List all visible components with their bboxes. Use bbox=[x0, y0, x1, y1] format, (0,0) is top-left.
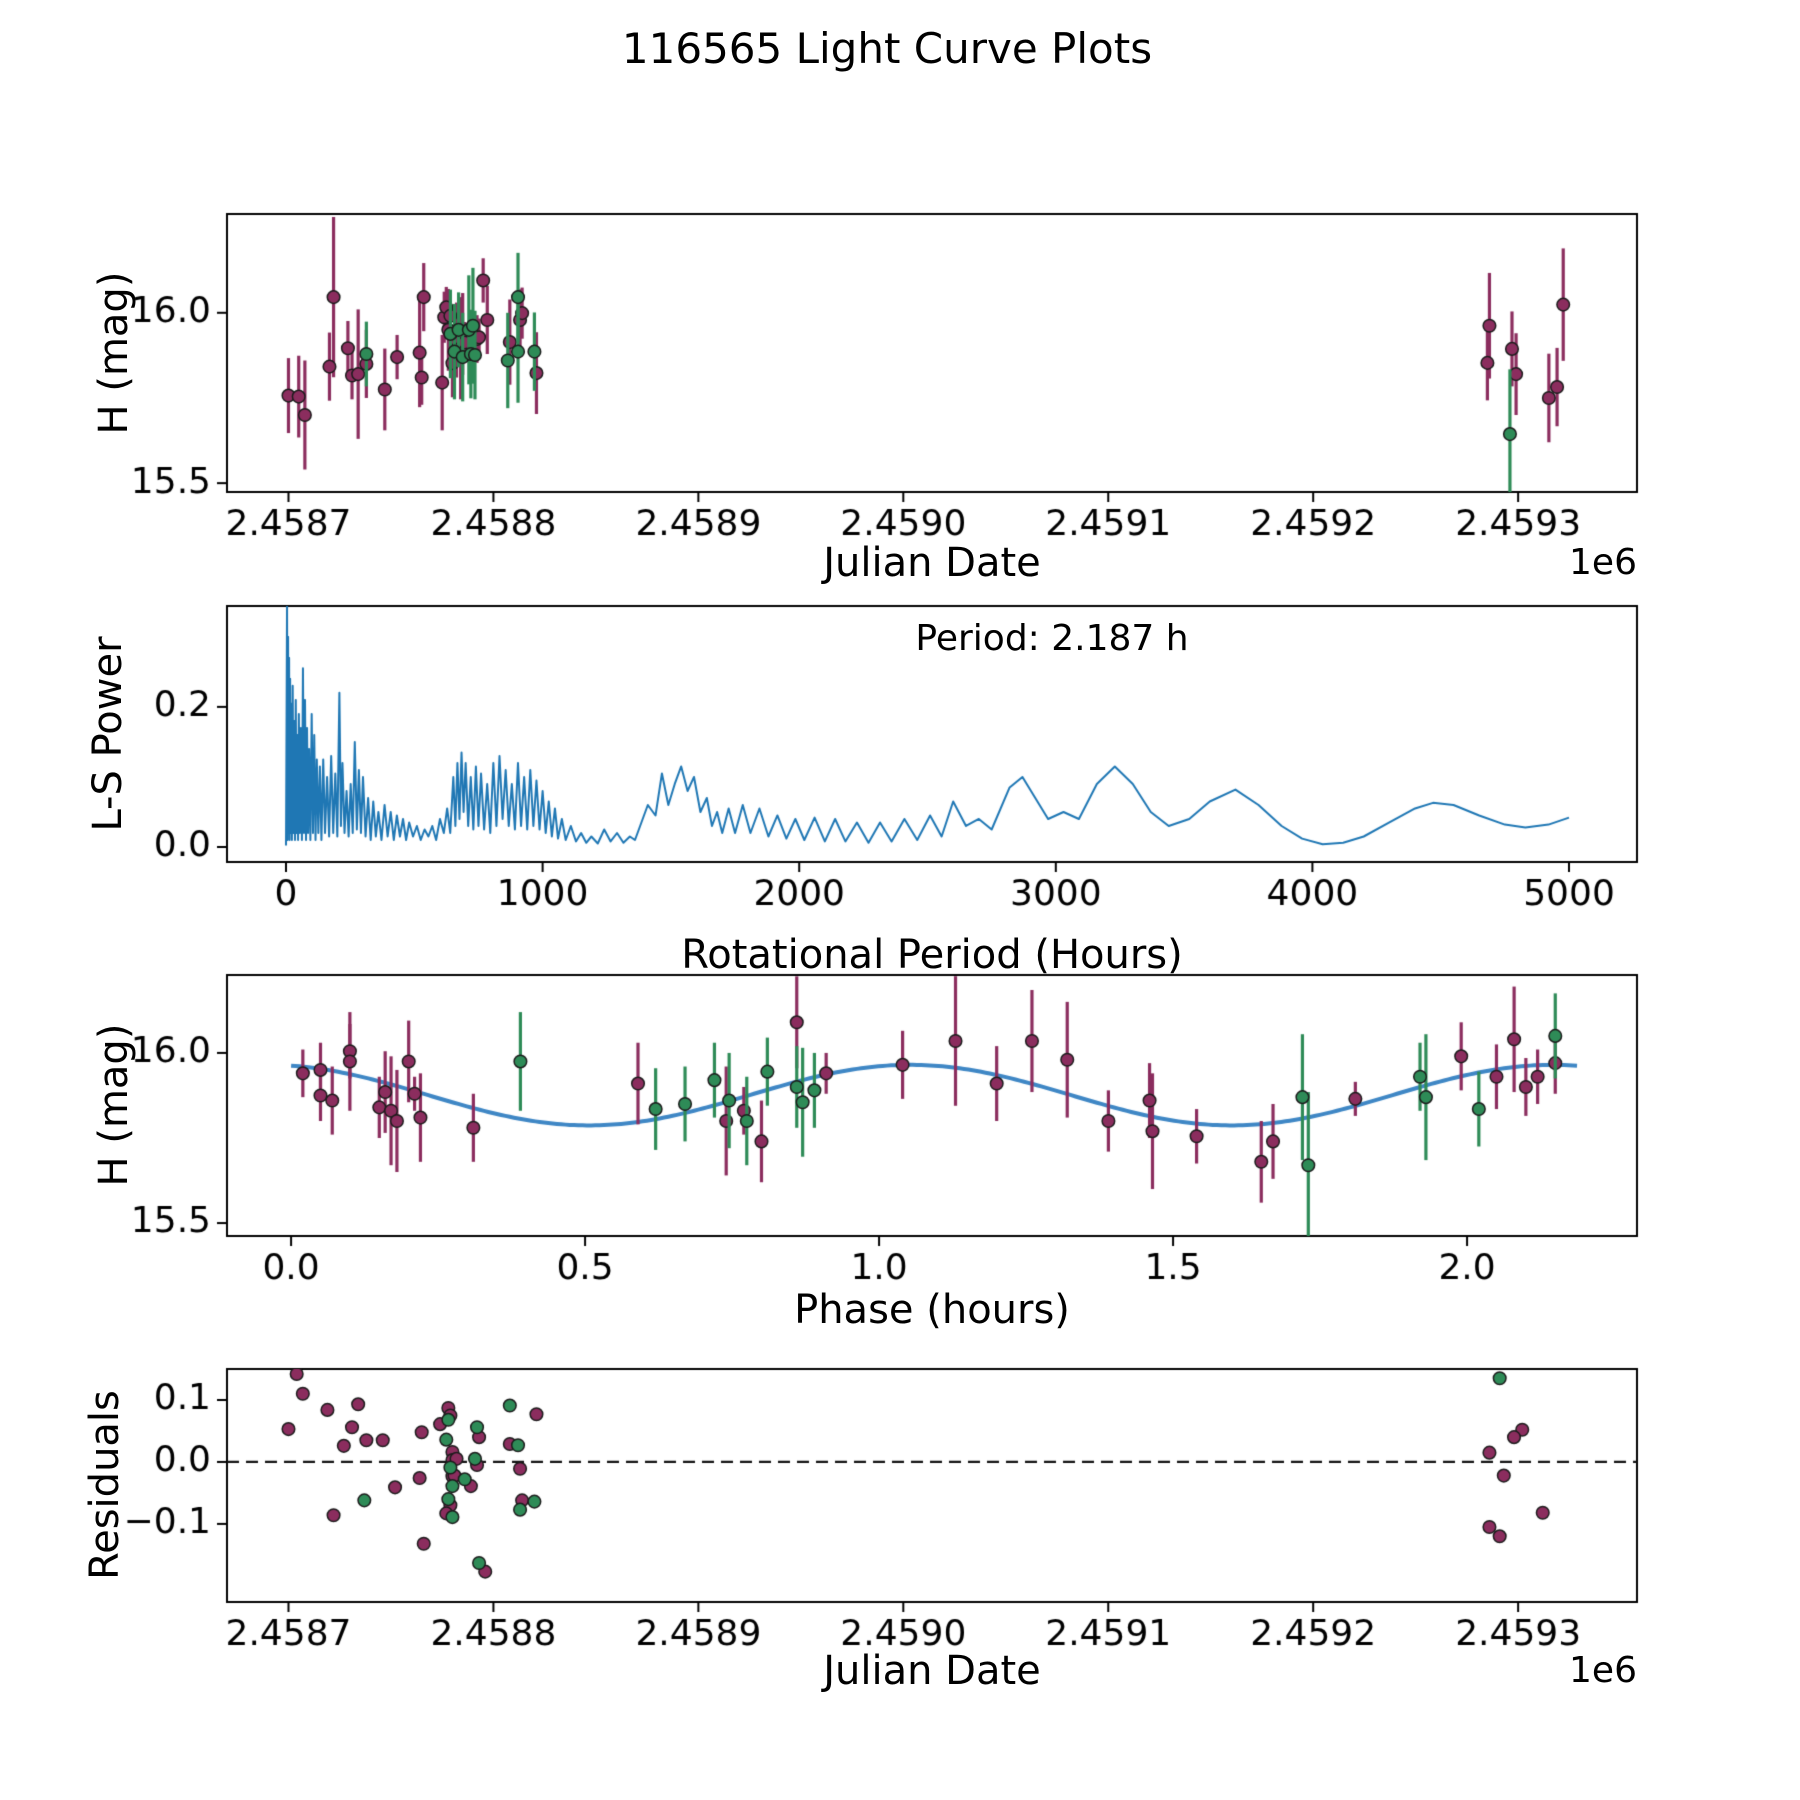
panel2-x-axis-label: Rotational Period (Hours) bbox=[681, 932, 1183, 978]
period-annotation: Period: 2.187 h bbox=[915, 618, 1189, 659]
panel3-y-axis-label: H (mag) bbox=[91, 1023, 137, 1187]
panel3-x-axis-label: Phase (hours) bbox=[794, 1287, 1070, 1333]
panel2-y-axis-label: L-S Power bbox=[85, 636, 131, 832]
panel4-axis-offset-label: 1e6 bbox=[1569, 1650, 1637, 1691]
panel4-y-axis-label: Residuals bbox=[82, 1390, 128, 1580]
panel4-x-axis-label: Julian Date bbox=[823, 1648, 1041, 1694]
panel1-axis-offset-label: 1e6 bbox=[1569, 542, 1637, 583]
figure-title: 116565 Light Curve Plots bbox=[621, 24, 1153, 73]
panel1-x-axis-label: Julian Date bbox=[823, 540, 1041, 586]
panel1-y-axis-label: H (mag) bbox=[91, 271, 137, 435]
